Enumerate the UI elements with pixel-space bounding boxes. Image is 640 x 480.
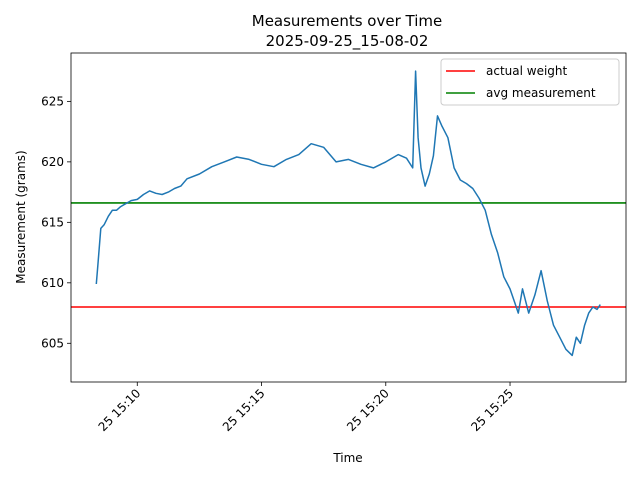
chart-subtitle: 2025-09-25_15-08-02 [266, 32, 429, 51]
x-axis-label: Time [332, 451, 362, 465]
axes-frame [70, 52, 627, 383]
legend: actual weight avg measurement [440, 58, 620, 106]
plot-area [71, 70, 626, 357]
y-tick-label: 620 [41, 155, 64, 169]
y-tick-label: 615 [41, 215, 64, 229]
legend-entry: avg measurement [486, 86, 596, 100]
legend-entry: actual weight [486, 64, 568, 78]
y-axis-label: Measurement (grams) [14, 150, 28, 283]
y-tick-label: 605 [41, 336, 64, 350]
y-tick-label: 610 [41, 276, 64, 290]
legend-box [440, 58, 620, 106]
y-tick-label: 625 [41, 94, 64, 108]
y-axis-ticks: 605 610 615 620 625 [41, 94, 71, 350]
series-line-measurement [95, 70, 601, 357]
chart-title: Measurements over Time [252, 12, 443, 30]
